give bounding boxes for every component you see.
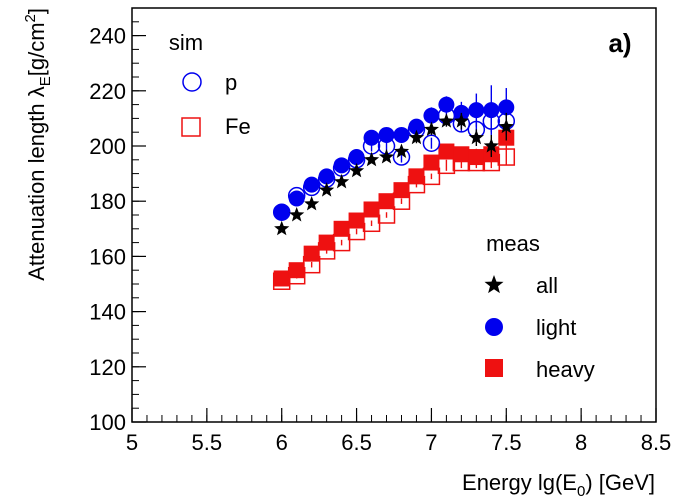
data-point-heavy (378, 193, 395, 210)
x-tick-label: 7.5 (491, 430, 522, 455)
y-axis-label-end: ] (24, 8, 49, 14)
data-point-heavy (288, 262, 305, 279)
plot-marks (272, 85, 516, 290)
data-point-all (363, 151, 380, 167)
legend-p-label: p (225, 70, 237, 95)
series-all (274, 112, 514, 236)
data-point-light (468, 102, 485, 119)
data-point-light (318, 168, 335, 185)
panel-label: a) (608, 28, 631, 58)
x-tick-label: 5.5 (192, 430, 223, 455)
y-tick-label: 180 (89, 189, 126, 214)
data-point-all (468, 129, 484, 145)
data-point-heavy (393, 182, 410, 199)
data-point-heavy (408, 168, 425, 185)
legend-meas-entry-heavy: heavy (485, 357, 595, 382)
data-point-heavy (273, 270, 290, 287)
data-point-all (319, 182, 335, 197)
data-point-heavy (348, 212, 365, 229)
y-axis-label-unit: [g/cm (24, 22, 49, 76)
x-tick-label: 5 (126, 430, 138, 455)
legend-sim-entry-fe: Fe (181, 114, 251, 139)
axis-ticks: 5 5.5 6 6.5 7 7.5 8 8.5 100 120 140 160 180 200 220 240 (89, 7, 672, 455)
x-axis-label: Energy lg(E0) [GeV] (462, 470, 655, 500)
y-axis-label-subscript: E (37, 76, 54, 86)
y-tick-label: 100 (89, 410, 126, 435)
data-point-all (453, 113, 469, 128)
data-point-all (333, 173, 350, 189)
legend-sim: sim p Fe (169, 30, 251, 139)
series-light (273, 85, 515, 221)
legend-heavy-marker (485, 359, 503, 377)
data-point-light (498, 99, 515, 116)
data-point-light (288, 190, 305, 207)
data-point-heavy (303, 245, 320, 262)
legend-sim-title: sim (169, 30, 203, 55)
data-point-all (304, 195, 320, 211)
data-point-light (348, 149, 365, 166)
data-point-heavy (363, 201, 380, 218)
legend-fe-label: Fe (225, 114, 251, 139)
x-axis-label-end: ) [GeV] (585, 470, 655, 495)
x-tick-label: 6.5 (341, 430, 372, 455)
data-point-all (438, 113, 455, 128)
data-point-light (273, 204, 290, 221)
legend-all-label: all (536, 273, 558, 298)
x-tick-label: 7 (425, 430, 437, 455)
data-point-heavy (333, 220, 350, 237)
data-point-all (378, 149, 395, 164)
legend-sim-entry-p: p (182, 70, 237, 95)
data-point-light (423, 107, 440, 124)
data-point-light (333, 157, 350, 174)
data-point-heavy (318, 234, 335, 251)
data-point-light (303, 176, 320, 193)
data-point-light (438, 96, 455, 113)
y-tick-label: 200 (89, 134, 126, 159)
data-point-all (348, 162, 365, 178)
y-tick-label: 160 (89, 244, 126, 269)
data-point-all (483, 138, 499, 153)
y-axis-label-superscript: 2 (22, 14, 39, 22)
legend-all-marker (484, 275, 504, 294)
data-point-light (378, 126, 395, 143)
y-tick-label: 240 (89, 24, 126, 49)
data-point-light (483, 102, 500, 119)
data-point-heavy (453, 146, 470, 163)
legend-meas-entry-all: all (484, 273, 558, 298)
legend-meas-title: meas (486, 231, 540, 256)
data-point-heavy (438, 143, 455, 160)
y-tick-label: 140 (89, 300, 126, 325)
data-point-all (408, 129, 425, 145)
data-point-light (363, 129, 380, 146)
x-tick-label: 8.5 (641, 430, 672, 455)
legend-meas-entry-light: light (485, 315, 576, 340)
data-point-light (408, 118, 425, 135)
data-point-all (393, 143, 410, 158)
legend-light-marker (485, 318, 503, 336)
data-point-heavy (468, 149, 485, 166)
x-tick-label: 8 (575, 430, 587, 455)
y-axis-label: Attenuation length λE[g/cm2] (22, 8, 54, 281)
data-point-all (289, 207, 305, 222)
legend-meas: meas all light heavy (484, 231, 595, 382)
data-point-all (498, 118, 514, 134)
legend-p-marker (182, 72, 202, 92)
series-heavy (273, 126, 515, 287)
y-tick-label: 120 (89, 355, 126, 380)
data-point-all (423, 121, 440, 136)
x-tick-label: 6 (276, 430, 288, 455)
data-point-p (422, 134, 441, 152)
data-point-heavy (423, 154, 440, 171)
data-point-all (274, 220, 290, 236)
legend-light-label: light (536, 315, 576, 340)
data-point-light (393, 126, 410, 143)
legend-fe-marker (181, 117, 201, 137)
x-axis-label-subscript: 0 (577, 483, 585, 500)
y-axis-label-main: Attenuation length λ (24, 86, 49, 280)
legend-heavy-label: heavy (536, 357, 595, 382)
x-axis-label-main: Energy lg(E (462, 470, 577, 495)
y-tick-label: 220 (89, 79, 126, 104)
